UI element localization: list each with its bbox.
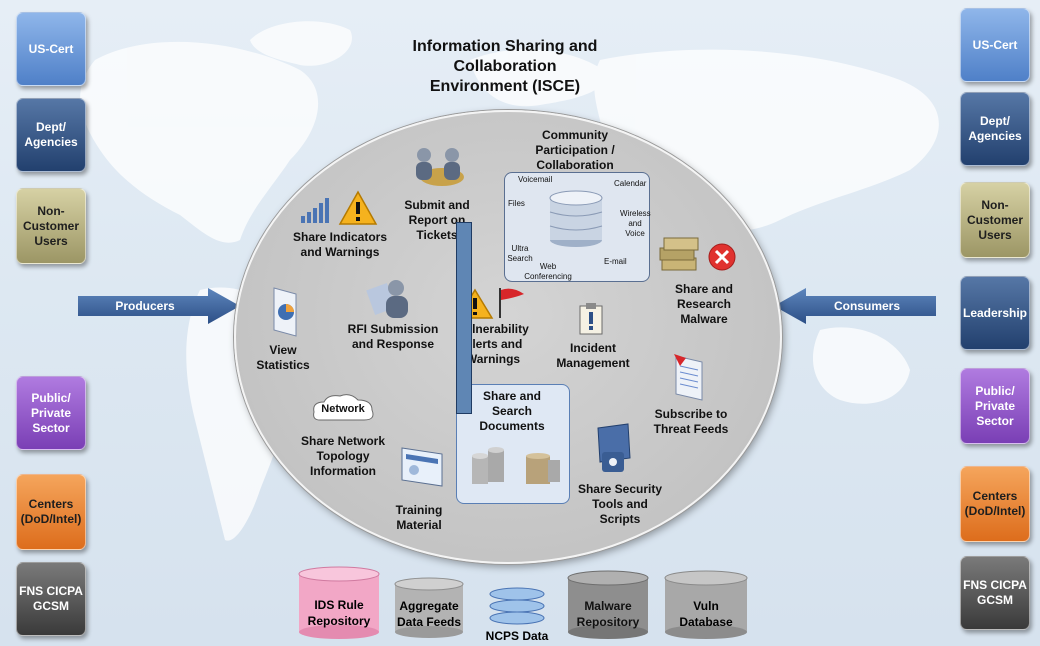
producers-arrow: [78, 288, 240, 324]
view-statistics-label: View Statistics: [256, 343, 310, 372]
collab-ultra-search: Ultra Search: [507, 244, 533, 263]
collab-wireless: Wireless and Voice: [620, 209, 651, 238]
malware-stack-icon: [659, 237, 699, 271]
left-box-centers[interactable]: Centers (DoD/Intel): [16, 474, 86, 550]
right-box-leadership[interactable]: Leadership: [960, 276, 1030, 350]
network-cloud-icon: [313, 394, 374, 421]
rfi-person-icon: [366, 280, 408, 318]
block-x-icon: [708, 243, 736, 271]
vulnerability-label: Vulnerability Alerts and Warnings: [457, 322, 529, 366]
collab-email: E-mail: [604, 257, 627, 266]
incident-clipboard-icon: [579, 303, 603, 335]
document-storage-icon: [472, 447, 560, 484]
right-box-non-customer[interactable]: Non- Customer Users: [960, 182, 1030, 258]
right-box-centers[interactable]: Centers (DoD/Intel): [960, 466, 1030, 542]
consumers-label: Consumers: [833, 299, 901, 313]
share-indicators-label: Share Indicators and Warnings: [292, 230, 388, 259]
security-tools-label: Share Security Tools and Scripts: [577, 482, 663, 526]
training-monitor-icon: [401, 447, 443, 487]
warning-icon: [338, 190, 378, 225]
database-vuln-label: Vuln Database: [679, 599, 733, 629]
left-box-us-cert[interactable]: US-Cert: [16, 12, 86, 86]
share-research-malware-label: Share and Research Malware: [674, 282, 734, 326]
people-meeting-icon: [416, 148, 464, 186]
subscribe-label: Subscribe to Threat Feeds: [653, 407, 729, 436]
red-flag-icon: [499, 288, 524, 318]
database-ids-rule-label: IDS Rule Repository: [307, 598, 371, 628]
producers-label: Producers: [115, 299, 175, 313]
submit-report-label: Submit and Report on Tickets: [404, 198, 470, 242]
left-box-fns[interactable]: FNS CICPA GCSM: [16, 562, 86, 636]
database-ids-rule: [298, 566, 380, 639]
share-search-docs-label: Share and Search Documents: [479, 389, 545, 433]
page-title: Information Sharing and Collaboration En…: [412, 38, 598, 95]
threat-feed-icon: [674, 354, 703, 401]
highlight-bar: [456, 222, 472, 414]
statistics-icon: [273, 287, 297, 337]
collab-files: Files: [508, 199, 525, 208]
collab-calendar: Calendar: [614, 179, 647, 188]
collab-web-conf: Web Conferencing: [524, 262, 572, 281]
left-box-dept-agencies[interactable]: Dept/ Agencies: [16, 98, 86, 172]
right-box-dept-agencies[interactable]: Dept/ Agencies: [960, 92, 1030, 166]
right-box-fns[interactable]: FNS CICPA GCSM: [960, 556, 1030, 630]
rfi-label: RFI Submission and Response: [347, 322, 439, 351]
consumers-arrow: [774, 288, 936, 324]
database-vuln: [664, 570, 748, 639]
right-box-us-cert[interactable]: US-Cert: [960, 8, 1030, 82]
database-aggregate-label: Aggregate Data Feeds: [396, 599, 462, 629]
database-ncps: [489, 587, 545, 625]
collab-voicemail: Voicemail: [518, 175, 553, 184]
database-ncps-label: NCPS Data: [485, 629, 549, 643]
incident-label: Incident Management: [556, 341, 630, 370]
left-box-public-private[interactable]: Public/ Private Sector: [16, 376, 86, 450]
training-label: Training Material: [395, 503, 443, 532]
database-malware: [567, 570, 649, 639]
server-database-icon: [549, 190, 603, 247]
community-label: Community Participation / Collaboration: [535, 128, 615, 172]
signal-bars-icon: [301, 198, 329, 223]
network-badge: Network: [321, 403, 365, 415]
right-box-public-private[interactable]: Public/ Private Sector: [960, 368, 1030, 444]
security-tools-icon: [597, 423, 631, 472]
left-box-non-customer[interactable]: Non- Customer Users: [16, 188, 86, 264]
database-aggregate: [394, 577, 464, 638]
database-malware-label: Malware Repository: [576, 599, 640, 629]
network-topology-label: Share Network Topology Information: [300, 434, 386, 478]
